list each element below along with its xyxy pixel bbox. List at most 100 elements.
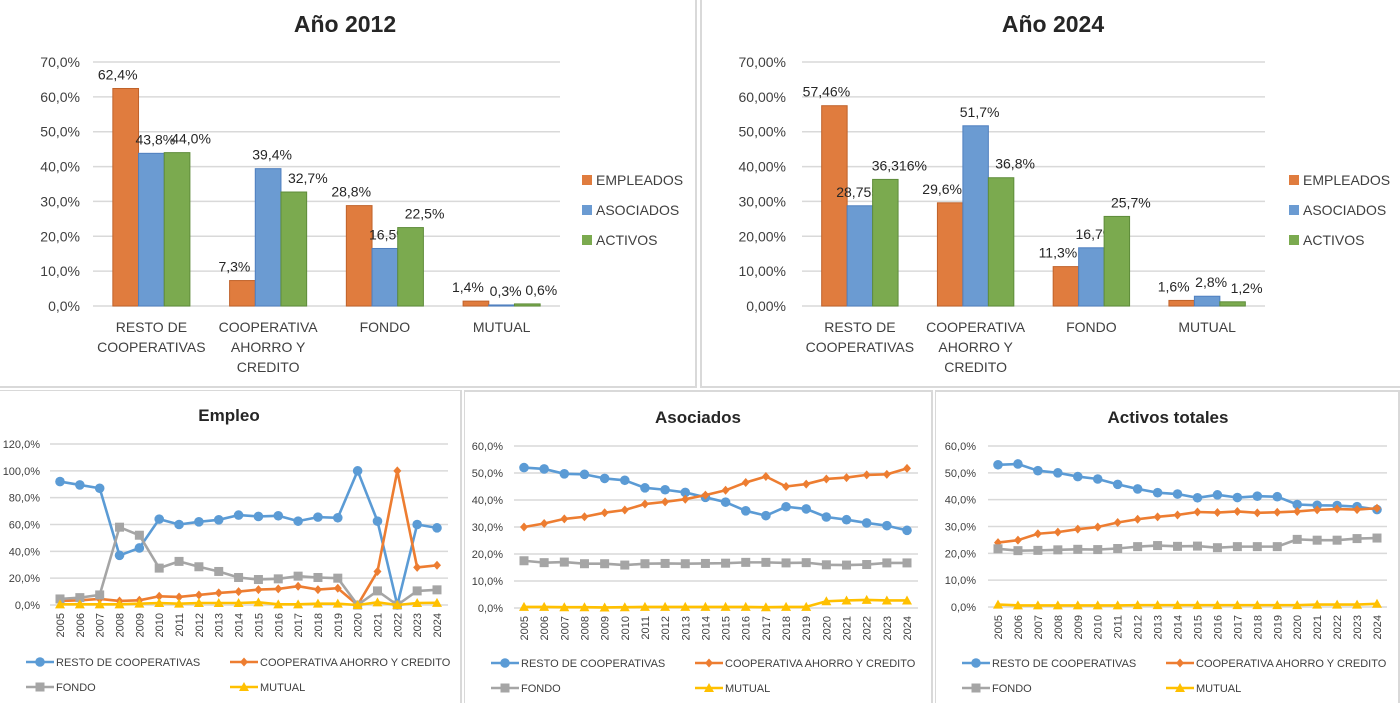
data-point <box>1212 600 1223 610</box>
data-point <box>154 597 165 607</box>
x-tick-label: 2010 <box>620 616 632 640</box>
category-label: COOPERATIVAS <box>97 339 205 355</box>
data-point <box>94 483 105 494</box>
legend-label: ACTIVOS <box>596 232 657 248</box>
data-point <box>1212 490 1223 500</box>
y-tick-label: 50,0% <box>472 468 503 480</box>
data-point <box>761 472 770 482</box>
data-point <box>701 490 710 500</box>
data-point <box>882 469 891 479</box>
x-tick-label: 2011 <box>640 616 652 640</box>
data-point <box>114 550 125 561</box>
category-label: CREDITO <box>237 359 300 375</box>
series-line-3 <box>60 601 438 607</box>
x-tick-label: 2017 <box>1232 615 1244 639</box>
x-tick-label: 2007 <box>559 616 571 640</box>
data-point <box>842 560 852 570</box>
bar-chart-2024: Año 2024 0,00% 10,00% 20,00% 30,00% 40,00% 50,… <box>739 11 1391 375</box>
data-point <box>1053 545 1063 555</box>
data-point <box>433 560 441 570</box>
x-tick-label: 2019 <box>333 613 345 637</box>
data-point <box>294 581 303 591</box>
data-point <box>681 494 690 504</box>
x-tick-label: 2007 <box>1033 615 1045 639</box>
y-tick-label: 10,0% <box>472 576 503 588</box>
legend-marker <box>35 682 45 692</box>
x-tick-label: 2020 <box>821 616 833 640</box>
data-point <box>1272 542 1282 552</box>
y-tick-label: 60,00% <box>739 89 786 105</box>
x-tick-label: 2009 <box>134 613 146 637</box>
data-point <box>352 600 363 609</box>
data-label: 43,8% <box>136 131 176 147</box>
data-point <box>432 597 442 607</box>
data-point <box>1073 524 1082 534</box>
chart-panel-empleo: Empleo 0,0% 20,0% 40,0% 60,0% 80,0% 100,0% 120,… <box>0 390 462 703</box>
data-point <box>1192 541 1202 551</box>
data-point <box>372 597 383 607</box>
data-point <box>1252 600 1263 610</box>
data-point <box>861 594 872 604</box>
chart-panel-asociados: Asociados 0,0% 10,0% 20,0% 30,0% 40,0% 50,0% 60… <box>464 390 933 703</box>
data-point <box>993 544 1003 554</box>
data-label: 7,3% <box>218 259 250 275</box>
data-point <box>1072 600 1083 610</box>
data-point <box>333 583 342 593</box>
bar-asociados <box>846 205 874 307</box>
x-tick-label: 2016 <box>741 616 753 640</box>
y-tick-label: 30,0% <box>472 522 503 534</box>
data-point <box>781 558 791 568</box>
chart-title: Asociados <box>655 408 741 427</box>
data-point <box>1293 506 1302 516</box>
data-point <box>332 598 343 608</box>
data-point <box>700 558 710 568</box>
data-point <box>519 462 529 473</box>
legend-label: FONDO <box>992 683 1032 695</box>
bar-empleados <box>112 87 140 307</box>
data-point <box>539 601 550 611</box>
data-label: 0,6% <box>525 282 557 298</box>
data-point <box>1372 598 1382 608</box>
data-point <box>214 566 224 576</box>
x-tick-label: 2013 <box>680 616 692 640</box>
x-tick-label: 2024 <box>902 616 914 640</box>
data-point <box>660 558 670 568</box>
x-tick-label: 2021 <box>1312 615 1324 639</box>
data-point <box>1312 500 1322 511</box>
legend-marker <box>240 657 248 667</box>
x-tick-label: 2012 <box>660 616 672 640</box>
data-point <box>313 585 322 595</box>
x-tick-label: 2013 <box>214 613 226 637</box>
data-label: 36,316% <box>872 157 927 173</box>
data-label: 11,3% <box>1039 245 1078 261</box>
x-tick-label: 2010 <box>154 613 166 637</box>
x-tick-label: 2016 <box>1212 615 1224 639</box>
x-tick-label: 2022 <box>392 613 404 637</box>
data-point <box>253 575 263 585</box>
data-point <box>1292 499 1303 510</box>
x-tick-label: 2014 <box>700 616 712 640</box>
series-line-3 <box>524 598 907 609</box>
data-point <box>740 601 751 611</box>
data-point <box>1172 489 1183 499</box>
data-point <box>193 597 204 607</box>
data-point <box>1173 510 1182 520</box>
data-label: 51,7% <box>960 104 1000 120</box>
y-tick-label: 20,0% <box>9 573 40 585</box>
x-tick-label: 2022 <box>862 616 874 640</box>
y-tick-label: 50,00% <box>739 124 786 140</box>
legend-label: EMPLEADOS <box>1303 172 1390 188</box>
y-tick-label: 30,0% <box>945 522 976 534</box>
legend-marker <box>239 682 249 691</box>
data-point <box>1232 600 1243 610</box>
x-tick-label: 2023 <box>1352 615 1364 639</box>
chart-panel-2012: Año 2012 0,0% 10,0% 20,0% 30,0% 40,0% 50,0% 60,… <box>0 0 697 388</box>
data-point <box>1053 527 1062 537</box>
data-point <box>293 516 303 526</box>
x-tick-label: 2014 <box>1173 615 1185 639</box>
category-label: FONDO <box>1066 319 1117 335</box>
data-point <box>1372 533 1382 543</box>
data-point <box>1352 534 1362 544</box>
x-tick-label: 2006 <box>1013 615 1025 639</box>
data-point <box>1152 487 1163 498</box>
